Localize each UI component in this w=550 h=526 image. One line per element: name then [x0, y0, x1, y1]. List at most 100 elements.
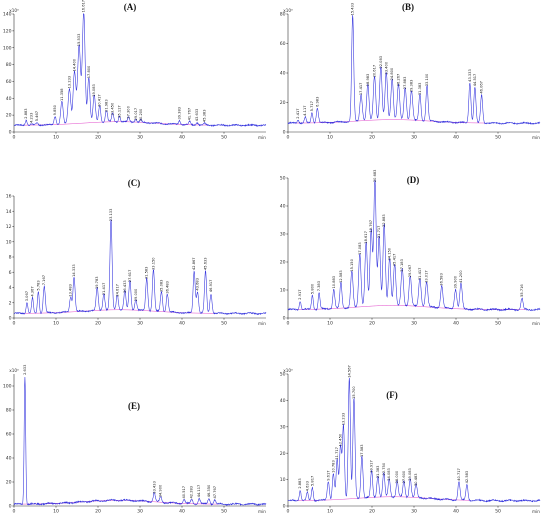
- peak-label: 14.567: [347, 365, 351, 378]
- peak-label: 24.617: [115, 284, 119, 297]
- peak-label: 43.683: [196, 278, 200, 291]
- peak-label: 44.517: [473, 74, 477, 87]
- x-unit-label: min: [258, 509, 266, 514]
- x-tick-label: 10: [327, 509, 333, 515]
- peak-label: 24.800: [390, 67, 394, 80]
- peak-label: 5.783: [36, 280, 40, 290]
- peak-label: 46.067: [480, 81, 484, 94]
- x-tick-label: 0: [287, 135, 290, 141]
- chromatogram-trace: [13, 13, 267, 128]
- peak-label: 24.083: [387, 468, 391, 481]
- peak-label: 12.583: [339, 270, 343, 283]
- x-tick-label: 30: [411, 509, 417, 515]
- peak-label: 18.983: [366, 74, 370, 87]
- y-tick-label: 16: [6, 194, 12, 200]
- peak-label: 5.717: [310, 101, 314, 111]
- panel-c: (C) min 0 10 20 30 40 50 0 2 4 6 8 10 12 14 16 3.067 4.3…: [6, 178, 267, 327]
- peak-label: 20.417: [98, 94, 102, 107]
- peak-label: 3.067: [25, 291, 29, 301]
- chromatogram-trace: [287, 15, 541, 125]
- peak-label: 30.483: [414, 473, 418, 486]
- peak-label: 17.583: [360, 444, 364, 457]
- x-tick-label: 50: [495, 135, 501, 141]
- peak-label: 44.117: [197, 485, 201, 498]
- peak-label: 47.767: [213, 486, 217, 499]
- peak-label: 33.433: [152, 481, 156, 494]
- chromatogram-trace: [13, 377, 267, 506]
- y-tick-label: 20: [6, 113, 12, 119]
- y-tick-label: 12: [6, 224, 12, 230]
- x-tick-label: 40: [453, 509, 459, 515]
- x-tick-label: 50: [221, 509, 227, 515]
- x-tick-label: 10: [327, 321, 333, 327]
- x-tick-label: 40: [453, 135, 459, 141]
- y-tick-label: 20: [6, 480, 12, 486]
- y-tick-label: 40: [6, 96, 12, 102]
- y-tick-label: 8: [9, 255, 12, 261]
- peak-label: 2.917: [298, 289, 302, 299]
- peak-label: 17.083: [358, 242, 362, 255]
- panel-title: (D): [407, 175, 420, 185]
- x-tick-label: 40: [179, 135, 185, 141]
- panel-b: (B) x10³ min 0 10 20 30 40 50 0 20 40 60 80 2.417 4.…: [280, 2, 541, 141]
- peak-label: 17.417: [359, 83, 363, 96]
- peak-label: 29.083: [408, 468, 412, 481]
- x-unit-label: min: [532, 321, 540, 326]
- peak-label: 5.817: [310, 476, 314, 486]
- peak-label: 11.717: [335, 447, 339, 460]
- y-tick-label: 80: [280, 12, 286, 18]
- peak-label: 22.083: [379, 56, 383, 69]
- peak-label: 25.117: [117, 105, 121, 118]
- peak-label: 21.417: [102, 283, 106, 296]
- panel-a: (A) x10³ min 0 10 20 30 40 50 0 20 40 60 80 100 120 1…: [3, 0, 266, 141]
- x-tick-label: 0: [287, 321, 290, 327]
- peak-label: 15.433: [351, 3, 355, 16]
- peak-label: 22.750: [382, 462, 386, 475]
- y-unit-label: x10³: [9, 368, 19, 373]
- peak-label: 19.783: [95, 276, 99, 289]
- peak-label: 26.433: [123, 280, 127, 293]
- x-tick-label: 0: [13, 509, 16, 515]
- y-tick-label: 100: [3, 384, 12, 390]
- x-unit-label: min: [258, 321, 266, 326]
- y-unit-label: x10³: [283, 8, 293, 13]
- peak-label: 20.617: [373, 65, 377, 78]
- peak-label: 20.683: [373, 170, 377, 183]
- peak-label: 23.133: [109, 209, 113, 222]
- peak-label: 42.283: [190, 486, 194, 499]
- peak-label: 25.417: [393, 254, 397, 267]
- peak-label: 23.400: [384, 61, 388, 74]
- y-tick-label: 60: [6, 79, 12, 85]
- x-tick-label: 0: [287, 509, 290, 515]
- x-tick-label: 20: [369, 135, 375, 141]
- panel-title: (A): [124, 2, 137, 12]
- y-tick-label: 6: [9, 270, 12, 276]
- peak-label: 26.267: [396, 74, 400, 87]
- x-tick-label: 0: [13, 135, 16, 141]
- peak-label: 15.533: [77, 34, 81, 47]
- x-tick-label: 20: [95, 135, 101, 141]
- chromatogram-trace: [13, 219, 267, 316]
- peak-label: 43.633: [195, 109, 199, 122]
- peak-label: 27.300: [127, 105, 131, 118]
- x-tick-label: 20: [95, 321, 101, 327]
- peak-label: 9.617: [326, 470, 330, 480]
- peak-label: 7.167: [42, 275, 46, 285]
- panel-d: (D) min 0 10 20 30 40 50 0 10 20 30 40 50 2.917 5.800…: [280, 170, 541, 327]
- y-tick-label: 0: [9, 130, 12, 136]
- x-unit-label: min: [532, 509, 540, 514]
- peak-label: 21.983: [104, 99, 108, 112]
- peak-label: 26.000: [395, 470, 399, 483]
- peak-label: 15.150: [350, 258, 354, 271]
- peak-label: 13.233: [341, 413, 345, 426]
- y-tick-label: 40: [280, 71, 286, 77]
- y-tick-label: 80: [6, 408, 12, 414]
- x-tick-label: 30: [137, 135, 143, 141]
- y-tick-label: 0: [283, 130, 286, 136]
- peak-label: 27.600: [402, 470, 406, 483]
- peak-label: 41.767: [188, 108, 192, 121]
- peak-label: 55.716: [520, 284, 524, 297]
- peak-label: 15.700: [352, 386, 356, 399]
